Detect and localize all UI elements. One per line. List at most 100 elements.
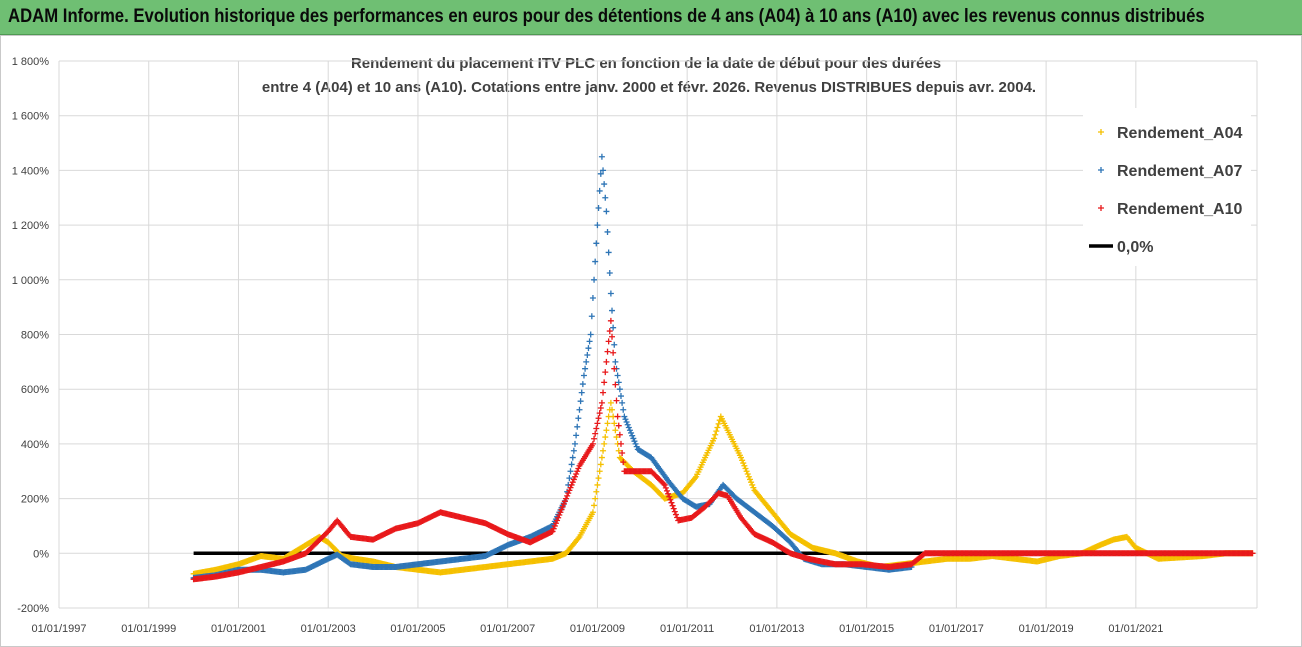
data-point [607, 399, 614, 406]
data-point [609, 333, 616, 340]
x-tick-label: 01/01/2017 [929, 623, 984, 635]
x-axis-ticks: 01/01/1997 01/01/1999 01/01/2001 01/01/2003… [31, 623, 1163, 635]
data-point [613, 434, 620, 441]
data-point [586, 338, 593, 345]
data-point [610, 349, 617, 356]
data-point [571, 473, 578, 480]
data-point [579, 381, 586, 388]
data-point [588, 313, 595, 320]
data-point [615, 447, 622, 454]
data-point [597, 405, 604, 412]
y-tick-label: 400% [21, 439, 49, 451]
data-point [550, 525, 557, 532]
data-point [575, 415, 582, 422]
data-point [713, 428, 720, 435]
data-point [587, 331, 594, 338]
data-point [626, 427, 633, 434]
data-point [569, 454, 576, 461]
data-point [549, 528, 556, 535]
data-point [580, 372, 587, 379]
data-point [606, 328, 613, 335]
data-point [615, 422, 622, 429]
data-point [597, 170, 604, 177]
data-point [669, 502, 676, 509]
legend-label: 0,0% [1117, 239, 1153, 256]
y-tick-label: 1 200% [12, 220, 50, 232]
data-point [663, 487, 670, 494]
data-point [666, 493, 673, 500]
data-point [600, 167, 607, 174]
data-point [622, 416, 629, 423]
data-point [750, 484, 757, 491]
data-point [602, 434, 609, 441]
data-point [662, 484, 669, 491]
data-point [671, 508, 678, 515]
y-tick-label: 1 000% [12, 275, 50, 287]
y-axis-ticks: -200% 0% 200% 400% 600% 800% 1 000% 1 200% 1 400… [12, 56, 50, 615]
data-point [741, 462, 748, 469]
data-point [577, 398, 584, 405]
y-tick-label: -200% [17, 603, 49, 615]
banner-title: ADAM Informe. Evolution historique des p… [8, 6, 1205, 27]
data-point [592, 495, 599, 502]
data-point [745, 473, 752, 480]
data-point [591, 502, 598, 509]
plot-area [190, 153, 1256, 583]
data-point [600, 447, 607, 454]
data-point [589, 440, 596, 447]
data-point [628, 429, 635, 436]
data-point [576, 406, 583, 413]
data-point [594, 420, 601, 427]
data-point [616, 431, 623, 438]
data-point [609, 307, 616, 314]
data-point [632, 440, 639, 447]
data-point [660, 480, 667, 487]
data-point [597, 461, 604, 468]
data-point [630, 435, 637, 442]
data-point [672, 511, 679, 518]
data-point [712, 431, 719, 438]
data-point [552, 520, 559, 527]
data-point [555, 514, 562, 521]
data-point [614, 413, 621, 420]
data-point [612, 381, 619, 388]
data-point [614, 372, 621, 379]
data-point [570, 447, 577, 454]
legend-swatch-rendement-a07 [1098, 167, 1104, 173]
data-point [619, 399, 626, 406]
data-point [594, 222, 601, 229]
x-tick-label: 01/01/1997 [31, 623, 86, 635]
data-point [661, 481, 668, 488]
data-point [595, 415, 602, 422]
data-point [556, 512, 563, 519]
x-tick-label: 01/01/2011 [660, 623, 714, 635]
data-point [604, 228, 611, 235]
y-tick-label: 1 600% [12, 111, 50, 123]
data-point [598, 399, 605, 406]
data-point [573, 470, 580, 477]
y-tick-label: 200% [21, 494, 49, 506]
data-point [619, 450, 626, 457]
data-point [616, 386, 623, 393]
data-point [593, 240, 600, 247]
data-point [570, 476, 577, 483]
data-point [585, 345, 592, 352]
x-tick-label: 01/01/1999 [121, 623, 176, 635]
data-point [746, 476, 753, 483]
data-point [601, 379, 608, 386]
data-point [595, 475, 602, 482]
data-point [559, 503, 566, 510]
data-point [596, 187, 603, 194]
data-point [592, 430, 599, 437]
data-point [714, 424, 721, 431]
data-point [563, 495, 570, 502]
data-point [601, 181, 608, 188]
data-point [748, 479, 755, 486]
data-point [566, 487, 573, 494]
data-point [633, 443, 640, 450]
chart-svg: Rendement du placement ITV PLC en foncti… [12, 55, 1258, 635]
data-point [620, 406, 627, 413]
data-point [598, 454, 605, 461]
data-point [602, 194, 609, 201]
legend-label: Rendement_A10 [1117, 201, 1242, 218]
